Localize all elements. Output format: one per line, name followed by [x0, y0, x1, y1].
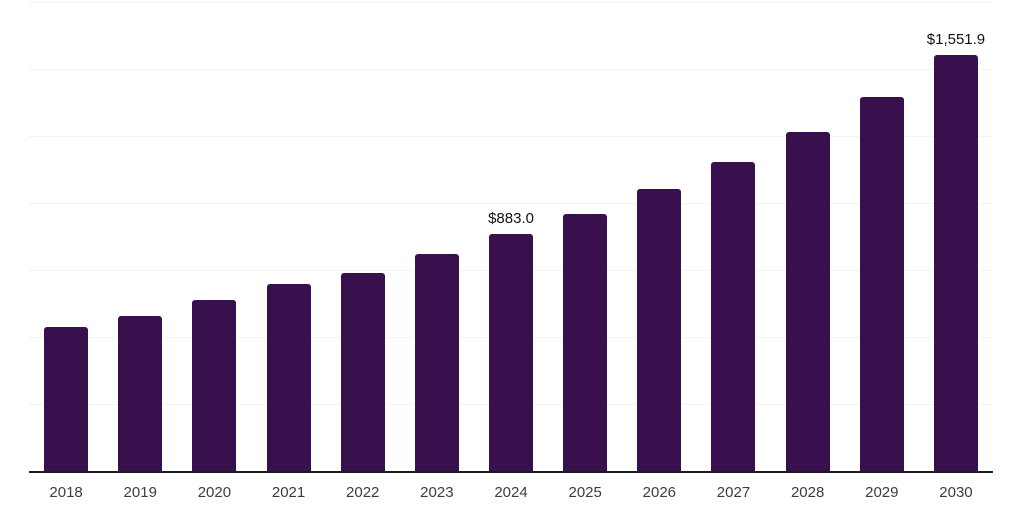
bar-2030[interactable] — [933, 55, 978, 471]
x-tick-2030: 2030 — [939, 484, 973, 501]
x-tick-2020: 2020 — [197, 484, 232, 501]
bar-2023[interactable] — [414, 254, 459, 471]
x-tick-2019: 2019 — [123, 484, 157, 501]
bar-2024[interactable] — [489, 234, 534, 471]
bar-slot-2026 — [622, 2, 696, 471]
gridline — [29, 2, 993, 3]
x-tick-2029: 2029 — [865, 484, 899, 501]
gridline — [29, 203, 993, 205]
data-label-2024: $883.0 — [488, 210, 534, 228]
bar-2026[interactable] — [637, 189, 682, 471]
plot-area: $883.0 $1,551.9 — [29, 2, 993, 473]
bar-slot-2030: $1,551.9 — [919, 2, 993, 471]
bar-2018[interactable] — [44, 327, 89, 471]
bar-slot-2023 — [400, 2, 474, 471]
bars-container: $883.0 $1,551.9 — [29, 2, 993, 471]
bar-slot-2020 — [177, 2, 251, 471]
bar-2029[interactable] — [859, 96, 904, 471]
bar-slot-2029 — [845, 2, 919, 471]
bar-2025[interactable] — [563, 214, 608, 471]
x-tick-2027: 2027 — [716, 484, 751, 501]
bar-2022[interactable] — [340, 272, 385, 471]
x-tick-2022: 2022 — [346, 484, 380, 501]
x-tick-2025: 2025 — [568, 484, 602, 501]
bar-slot-2018 — [29, 2, 103, 471]
x-tick-2023: 2023 — [420, 484, 454, 501]
data-label-2030: $1,551.9 — [926, 31, 986, 49]
bar-slot-2021 — [251, 2, 325, 471]
bar-2021[interactable] — [266, 284, 311, 471]
bar-slot-2028 — [771, 2, 845, 471]
bar-2020[interactable] — [192, 300, 237, 471]
x-tick-2024: 2024 — [494, 484, 528, 501]
x-axis-labels: 2018 2019 2020 2021 2022 2023 2024 2025 2026 2027… — [29, 484, 993, 502]
gridline — [29, 136, 993, 137]
gridline — [29, 69, 993, 70]
bar-slot-2022 — [326, 2, 400, 471]
bar-2028[interactable] — [785, 131, 830, 471]
bar-slot-2025 — [548, 2, 622, 471]
bar-slot-2027 — [696, 2, 770, 471]
x-axis-line — [29, 471, 993, 473]
bar-2019[interactable] — [118, 316, 163, 471]
bar-slot-2019 — [103, 2, 177, 471]
bar-slot-2024: $883.0 — [474, 2, 548, 471]
x-tick-2026: 2026 — [642, 484, 677, 501]
x-tick-2021: 2021 — [271, 484, 306, 501]
bar-2027[interactable] — [711, 162, 756, 471]
x-tick-2028: 2028 — [790, 484, 825, 501]
x-tick-2018: 2018 — [49, 484, 83, 501]
